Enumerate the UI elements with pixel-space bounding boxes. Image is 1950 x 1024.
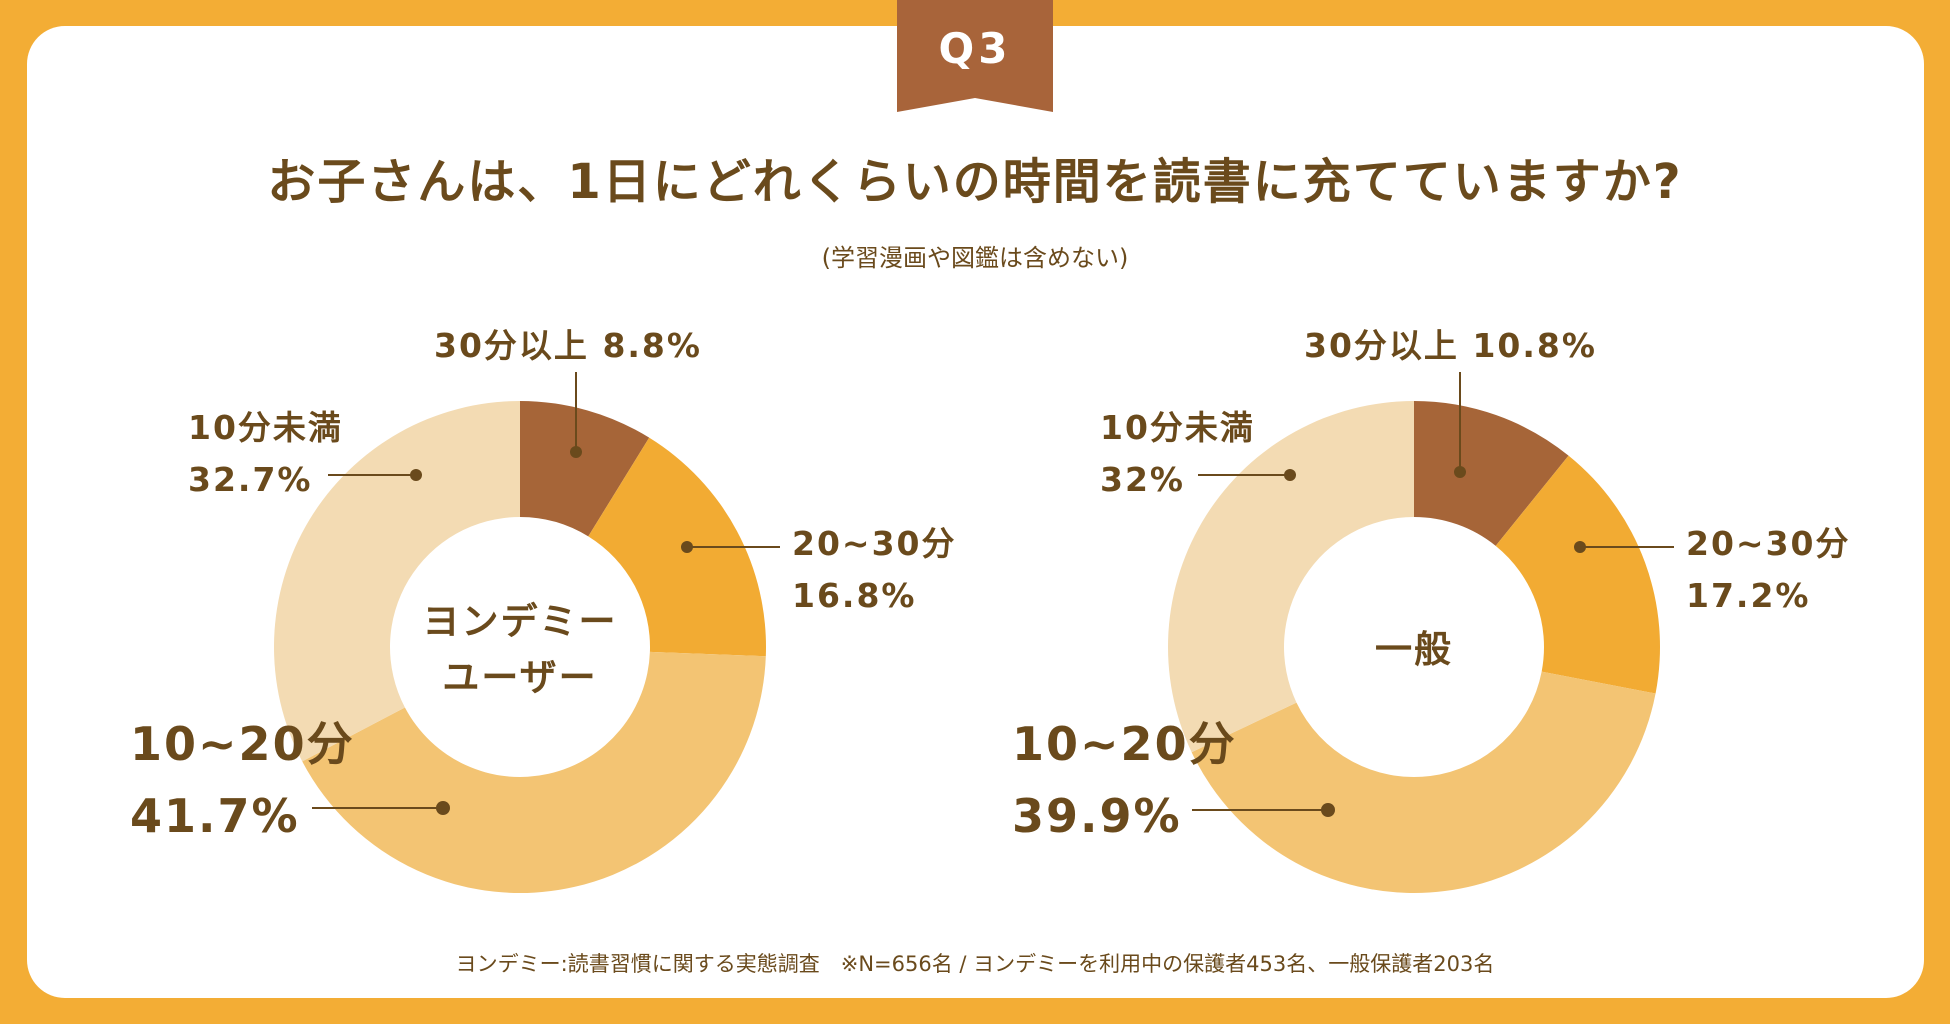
- survey-footnote: ヨンデミー:読書習慣に関する実態調査 ※N=656名 / ヨンデミーを利用中の保…: [455, 952, 1495, 976]
- chart1-leader-dot-30plus: [570, 446, 582, 458]
- chart1-label-10-20-value: 41.7%: [130, 789, 300, 843]
- chart2-leader-dot-30plus: [1454, 466, 1466, 478]
- page-subtitle: (学習漫画や図鑑は含めない): [821, 244, 1129, 272]
- chart1-label-20-30-value: 16.8%: [792, 576, 917, 615]
- chart1-label-10-20: 10~20分 41.7%: [130, 708, 355, 852]
- page-title: お子さんは、1日にどれくらいの時間を読書に充てていますか?: [267, 154, 1683, 210]
- chart1-label-20-30-name: 20~30分: [792, 524, 957, 563]
- chart2-label-20-30: 20~30分 17.2%: [1686, 518, 1851, 622]
- chart2-center-line1: 一般: [1375, 628, 1453, 671]
- chart2-label-10-20: 10~20分 39.9%: [1012, 708, 1237, 852]
- chart2-label-30plus: 30分以上 10.8%: [1304, 320, 1597, 372]
- chart2-slice-under10: [1168, 400, 1414, 753]
- chart1-label-10-20-name: 10~20分: [130, 717, 355, 771]
- chart2-label-30plus-name: 30分以上: [1304, 326, 1459, 365]
- chart2-label-10-20-name: 10~20分: [1012, 717, 1237, 771]
- chart1-label-20-30: 20~30分 16.8%: [792, 518, 957, 622]
- chart1-label-30plus: 30分以上 8.8%: [434, 320, 702, 372]
- chart2-leader-dot-under10: [1284, 469, 1296, 481]
- badge-ribbon-shape: [897, 0, 1053, 112]
- chart2-label-under10-value: 32%: [1100, 460, 1185, 499]
- chart1-slice-20-30: [588, 437, 766, 657]
- chart1-center-line1: ヨンデミー: [422, 600, 618, 643]
- chart2-center-label: 一般: [1284, 622, 1544, 678]
- chart2-label-20-30-name: 20~30分: [1686, 524, 1851, 563]
- chart2-slice-10-20: [1191, 671, 1656, 894]
- chart1-label-under10-name: 10分未満: [188, 408, 343, 447]
- chart2-label-under10-name: 10分未満: [1100, 408, 1255, 447]
- chart1-slice-30plus: [520, 401, 650, 537]
- chart2-label-20-30-value: 17.2%: [1686, 576, 1811, 615]
- chart1-slice-under10: [274, 401, 520, 762]
- chart2-slice-30plus: [1414, 401, 1569, 546]
- question-number: Q3: [938, 24, 1012, 73]
- chart1-leader-dot-10-20: [436, 801, 450, 815]
- chart1-center-label: ヨンデミー ユーザー: [390, 594, 650, 706]
- chart1-leader-dot-under10: [410, 469, 422, 481]
- chart2-label-10-20-value: 39.9%: [1012, 789, 1182, 843]
- chart2-label-under10: 10分未満 32%: [1100, 402, 1255, 506]
- chart1-center-line2: ユーザー: [442, 656, 598, 699]
- chart1-label-30plus-name: 30分以上: [434, 326, 589, 365]
- chart2-leader-dot-10-20: [1321, 803, 1335, 817]
- chart1-leader-dot-20-30: [681, 541, 693, 553]
- chart2-slice-20-30: [1495, 455, 1660, 694]
- chart1-label-under10: 10分未満 32.7%: [188, 402, 343, 506]
- chart2-leader-dot-20-30: [1574, 541, 1586, 553]
- chart1-label-30plus-value: 8.8%: [602, 326, 702, 365]
- chart2-label-30plus-value: 10.8%: [1472, 326, 1597, 365]
- chart1-label-under10-value: 32.7%: [188, 460, 313, 499]
- question-badge: Q3: [897, 0, 1053, 112]
- chart1-slice-10-20: [302, 651, 766, 893]
